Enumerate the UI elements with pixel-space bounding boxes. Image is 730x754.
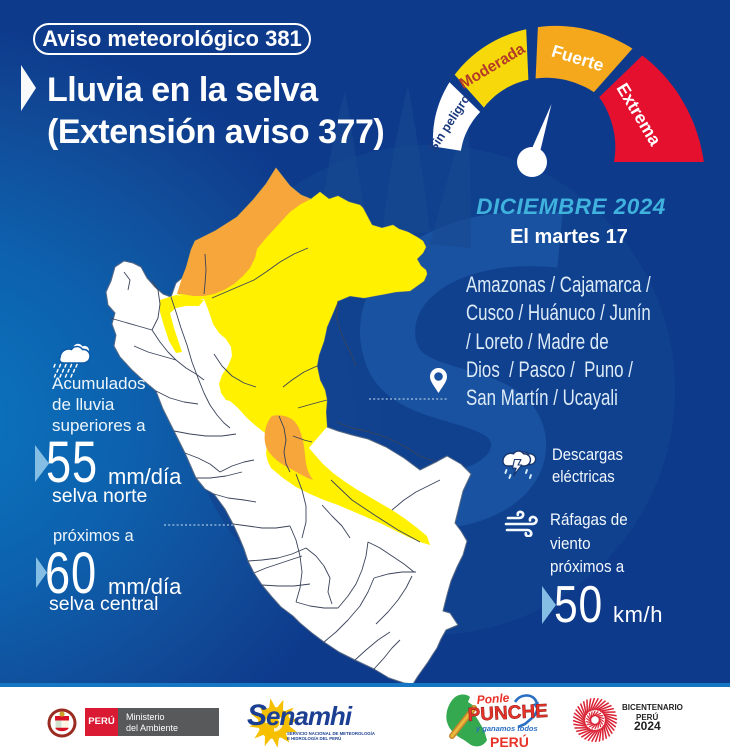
svg-text:PUNCHE: PUNCHE [467, 701, 548, 726]
svg-text:Ponle: Ponle [476, 691, 510, 707]
svg-text:PERÚ: PERÚ [490, 733, 529, 750]
svg-text:y ganamos todos: y ganamos todos [475, 724, 538, 733]
